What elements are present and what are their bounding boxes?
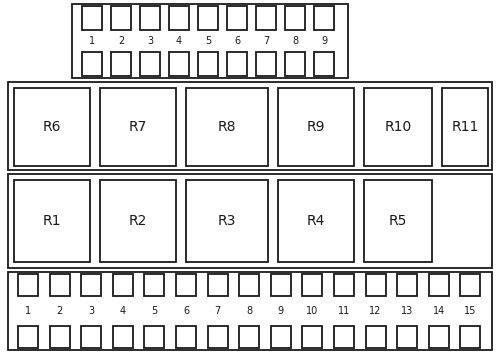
- Bar: [302, 274, 322, 296]
- Bar: [397, 274, 417, 296]
- Bar: [198, 6, 218, 30]
- Bar: [18, 326, 38, 348]
- Bar: [271, 326, 291, 348]
- Bar: [18, 274, 38, 296]
- Bar: [8, 82, 492, 170]
- Text: 5: 5: [152, 306, 158, 316]
- Bar: [429, 326, 449, 348]
- Bar: [169, 6, 189, 30]
- Bar: [144, 274, 165, 296]
- Text: 11: 11: [338, 306, 350, 316]
- Bar: [8, 174, 492, 268]
- Bar: [227, 6, 247, 30]
- Bar: [239, 274, 259, 296]
- Bar: [208, 274, 228, 296]
- Bar: [278, 88, 354, 166]
- Bar: [81, 326, 101, 348]
- Text: R7: R7: [129, 120, 147, 134]
- Bar: [198, 52, 218, 76]
- Bar: [72, 4, 348, 78]
- Bar: [314, 52, 334, 76]
- Bar: [278, 180, 354, 262]
- Bar: [186, 180, 268, 262]
- Bar: [111, 52, 131, 76]
- Bar: [113, 274, 133, 296]
- Text: R10: R10: [384, 120, 411, 134]
- Text: R9: R9: [307, 120, 325, 134]
- Bar: [50, 274, 70, 296]
- Text: R1: R1: [43, 214, 61, 228]
- Text: 8: 8: [292, 36, 298, 46]
- Bar: [366, 274, 386, 296]
- Text: 6: 6: [183, 306, 189, 316]
- Bar: [227, 52, 247, 76]
- Text: R2: R2: [129, 214, 147, 228]
- Bar: [140, 6, 160, 30]
- Text: 10: 10: [306, 306, 318, 316]
- Bar: [100, 180, 176, 262]
- Bar: [442, 88, 488, 166]
- Bar: [256, 6, 276, 30]
- Text: R11: R11: [452, 120, 478, 134]
- Bar: [82, 6, 102, 30]
- Bar: [256, 52, 276, 76]
- Text: 8: 8: [246, 306, 252, 316]
- Bar: [271, 274, 291, 296]
- Text: 1: 1: [25, 306, 31, 316]
- Text: R4: R4: [307, 214, 325, 228]
- Bar: [81, 274, 101, 296]
- Bar: [111, 6, 131, 30]
- Bar: [302, 326, 322, 348]
- Text: R3: R3: [218, 214, 236, 228]
- Bar: [397, 326, 417, 348]
- Bar: [334, 274, 354, 296]
- Bar: [82, 52, 102, 76]
- Text: 4: 4: [176, 36, 182, 46]
- Text: 2: 2: [118, 36, 124, 46]
- Bar: [176, 326, 196, 348]
- Bar: [208, 326, 228, 348]
- Text: 4: 4: [120, 306, 126, 316]
- Bar: [460, 274, 480, 296]
- Text: 14: 14: [432, 306, 445, 316]
- Text: 3: 3: [147, 36, 153, 46]
- Text: 9: 9: [278, 306, 284, 316]
- Bar: [144, 326, 165, 348]
- Text: 3: 3: [88, 306, 94, 316]
- Text: 13: 13: [401, 306, 413, 316]
- Bar: [100, 88, 176, 166]
- Bar: [14, 88, 90, 166]
- Bar: [314, 6, 334, 30]
- Bar: [169, 52, 189, 76]
- Text: 1: 1: [89, 36, 95, 46]
- Bar: [429, 274, 449, 296]
- Bar: [334, 326, 354, 348]
- Bar: [8, 272, 492, 350]
- Text: R5: R5: [389, 214, 407, 228]
- Text: 9: 9: [321, 36, 327, 46]
- Text: 2: 2: [56, 306, 62, 316]
- Bar: [14, 180, 90, 262]
- Text: 12: 12: [370, 306, 382, 316]
- Text: 7: 7: [263, 36, 269, 46]
- Bar: [176, 274, 196, 296]
- Text: 7: 7: [214, 306, 220, 316]
- Bar: [285, 6, 305, 30]
- Bar: [50, 326, 70, 348]
- Bar: [239, 326, 259, 348]
- Bar: [364, 88, 432, 166]
- Text: R8: R8: [218, 120, 236, 134]
- Text: R6: R6: [43, 120, 61, 134]
- Bar: [364, 180, 432, 262]
- Bar: [113, 326, 133, 348]
- Text: 15: 15: [464, 306, 476, 316]
- Bar: [366, 326, 386, 348]
- Text: 5: 5: [205, 36, 211, 46]
- Bar: [285, 52, 305, 76]
- Bar: [460, 326, 480, 348]
- Text: 6: 6: [234, 36, 240, 46]
- Bar: [140, 52, 160, 76]
- Bar: [186, 88, 268, 166]
